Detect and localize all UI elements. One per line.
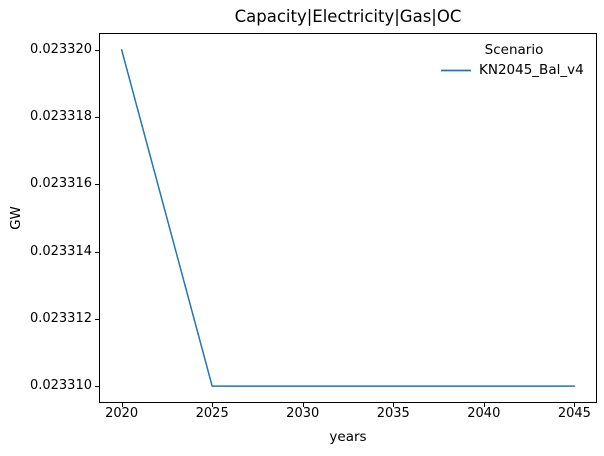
y-tick-label: 0.023312 [29, 310, 92, 326]
x-tick-label: 2020 [105, 406, 139, 421]
x-tick-label: 2025 [195, 406, 229, 421]
y-tick-label: 0.023320 [29, 41, 92, 57]
x-tick-label: 2030 [286, 406, 320, 421]
y-tick-label: 0.023316 [29, 176, 92, 192]
y-tick-label: 0.023310 [29, 378, 92, 394]
legend-title: Scenario [484, 42, 544, 58]
x-tick-label: 2035 [376, 406, 410, 421]
y-tick-label: 0.023314 [29, 243, 92, 259]
chart-title: Capacity|Electricity|Gas|OC [234, 7, 462, 26]
series-line [120, 49, 576, 387]
legend-entry-label: KN2045_Bal_v4 [479, 62, 584, 78]
x-tick-label: 2040 [467, 406, 501, 421]
legend-entry: KN2045_Bal_v4 [441, 62, 587, 79]
x-tick-label: 2045 [557, 406, 591, 421]
legend-line-sample-icon [441, 69, 471, 72]
axes-frame [99, 33, 597, 403]
y-tick-label: 0.023318 [29, 109, 92, 125]
x-axis-label: years [329, 429, 367, 445]
legend: Scenario KN2045_Bal_v4 [441, 42, 587, 79]
